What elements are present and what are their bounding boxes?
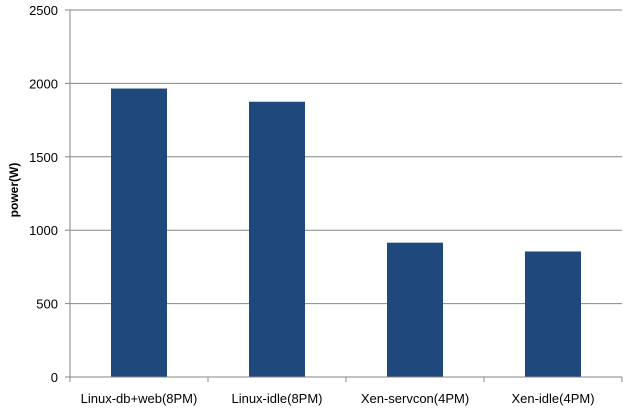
y-tick-labels: 0 500 1000 1500 2000 2500 bbox=[29, 3, 58, 385]
bar-4 bbox=[525, 251, 581, 377]
bar-1 bbox=[111, 88, 167, 378]
bar-3 bbox=[387, 242, 443, 377]
y-axis-title: power(W) bbox=[7, 163, 21, 218]
y-tick-label: 1500 bbox=[29, 150, 58, 165]
bar-2 bbox=[249, 101, 305, 377]
x-tick-label: Xen-idle(4PM) bbox=[511, 391, 594, 406]
bars bbox=[111, 88, 581, 378]
y-tick-label: 0 bbox=[51, 370, 58, 385]
x-tick-label: Linux-db+web(8PM) bbox=[81, 391, 198, 406]
x-tick-label: Xen-servcon(4PM) bbox=[361, 391, 469, 406]
y-tick-label: 2000 bbox=[29, 76, 58, 91]
y-tick-label: 1000 bbox=[29, 223, 58, 238]
y-tick-label: 2500 bbox=[29, 3, 58, 18]
y-tick-label: 500 bbox=[36, 297, 58, 312]
axes bbox=[65, 9, 623, 382]
x-tick-label: Linux-idle(8PM) bbox=[231, 391, 322, 406]
x-tick-labels: Linux-db+web(8PM) Linux-idle(8PM) Xen-serv… bbox=[81, 391, 595, 406]
